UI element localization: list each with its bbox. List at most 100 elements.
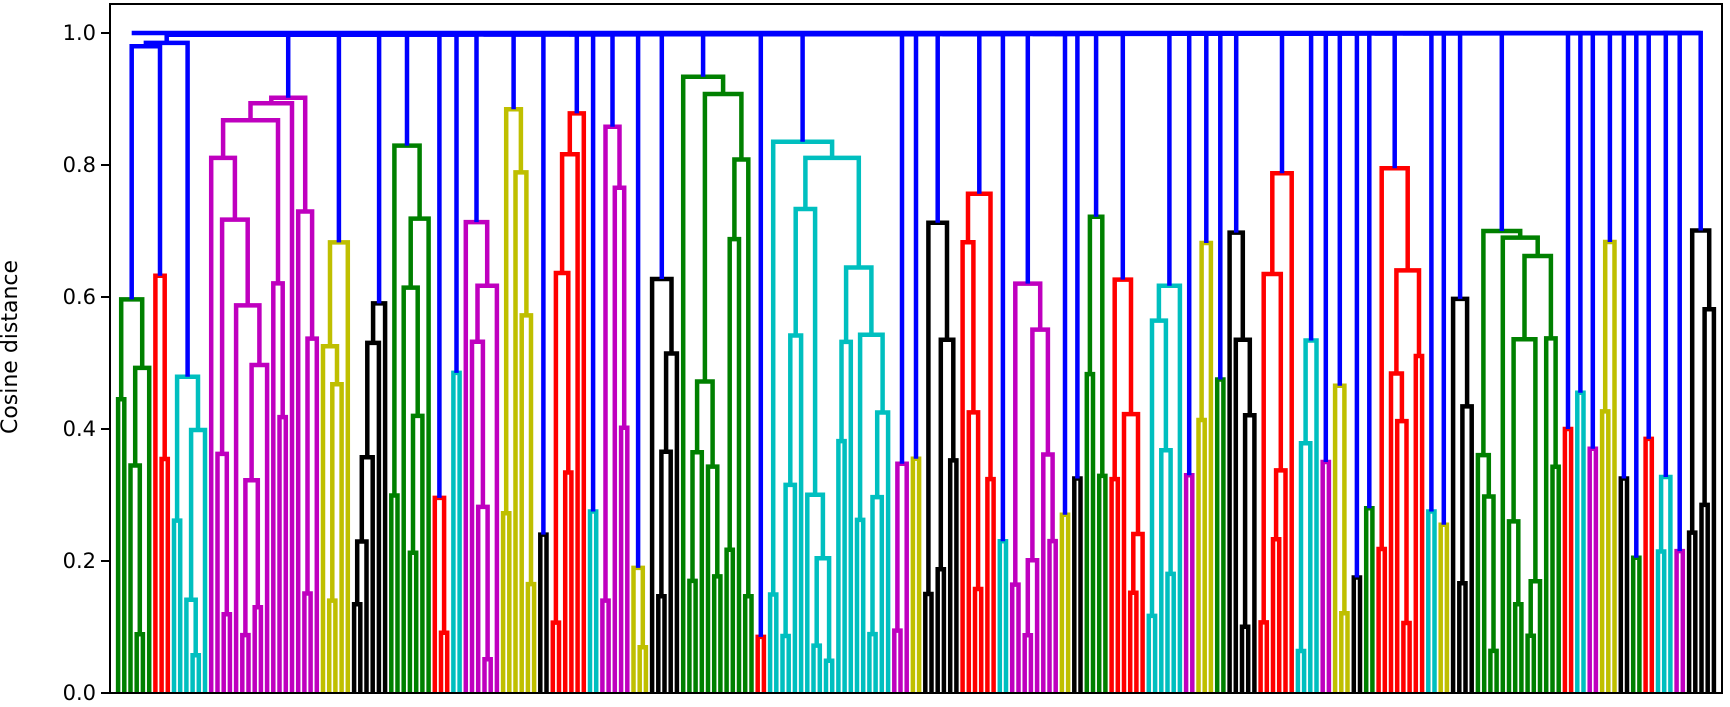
blue-link [451, 32, 516, 110]
cluster-38-link [1339, 610, 1350, 693]
cluster-19-link [843, 265, 874, 342]
cluster-50-link [1618, 476, 1630, 693]
y-tick-label: 0.2 [63, 549, 96, 573]
blue-link [1354, 31, 1397, 169]
cluster-3-link [277, 414, 289, 693]
cluster-39-link [1351, 575, 1363, 693]
cluster-41-link [1413, 353, 1425, 693]
cluster-48-link [1587, 446, 1599, 693]
plot-frame [109, 3, 1723, 694]
cluster-36-link [1295, 648, 1307, 693]
cluster-42-link [1426, 509, 1437, 693]
cluster-2-link [174, 374, 201, 521]
cluster-22-link [926, 220, 950, 594]
cluster-25-link [1009, 582, 1021, 693]
cluster-25-link [1047, 538, 1058, 693]
blue-link [1662, 30, 1703, 231]
cluster-2-link [190, 652, 202, 693]
cluster-19-link [780, 633, 791, 693]
blue-link [328, 32, 410, 146]
cluster-19-link [793, 206, 818, 495]
cluster-0-link [134, 632, 146, 693]
cluster-41-link [1376, 546, 1388, 693]
cluster-16-link [656, 593, 667, 693]
cluster-25-link [1022, 633, 1034, 693]
cluster-30-link [1146, 613, 1158, 693]
cluster-0-link [118, 297, 145, 400]
cluster-10-link [525, 581, 537, 693]
cluster-9-link [482, 657, 493, 693]
cluster-22-link [935, 567, 947, 693]
cluster-22-link [947, 458, 959, 693]
blue-link [1219, 31, 1285, 174]
cluster-19-link [867, 631, 878, 693]
cluster-13-link [587, 509, 599, 693]
cluster-19-link [811, 643, 823, 693]
cluster-20-link [892, 628, 903, 693]
cluster-6-link [407, 550, 419, 693]
cluster-17-link [711, 574, 723, 693]
blue-link [638, 32, 706, 77]
cluster-3-link [302, 591, 313, 693]
blue-link [871, 31, 940, 223]
cluster-37-link [1320, 459, 1332, 693]
cluster-40-link [1363, 505, 1375, 693]
cluster-28-link [1096, 473, 1108, 693]
cluster-17-link [742, 593, 754, 693]
cluster-43-link [1438, 522, 1450, 693]
cluster-45-link [1522, 253, 1554, 340]
cluster-32-link [1196, 417, 1207, 693]
cluster-49-link [1599, 409, 1611, 693]
cluster-28-link [1084, 371, 1096, 693]
cluster-26-link [1059, 512, 1071, 693]
cluster-34-link [1239, 624, 1251, 693]
cluster-47-link [1575, 390, 1586, 693]
cluster-12-link [550, 620, 562, 693]
cluster-19-link [836, 438, 847, 693]
axes: 0.0 0.2 0.4 0.6 0.8 1.0 [63, 3, 1723, 705]
y-tick-label: 0.6 [63, 285, 96, 309]
cluster-27-link [1072, 476, 1083, 693]
cluster-46-link [1562, 426, 1574, 693]
cluster-21-link [910, 456, 922, 693]
blue-link [1278, 31, 1329, 462]
cluster-12-link [562, 470, 574, 693]
blue-link [1303, 31, 1343, 386]
dendrogram-links [115, 30, 1717, 693]
cluster-3-link [240, 632, 251, 693]
cluster-55-link [1699, 502, 1710, 693]
cluster-22-link [923, 591, 934, 693]
cluster-2-link [171, 518, 183, 693]
y-tick-label: 1.0 [63, 21, 96, 45]
cluster-3-link [220, 118, 281, 284]
blue-link [129, 43, 163, 300]
blue-link [1075, 31, 1126, 280]
y-tick-label: 0.4 [63, 417, 96, 441]
cluster-41-link [1401, 620, 1412, 693]
cluster-24-link [997, 538, 1009, 693]
blue-link [1032, 31, 1080, 479]
cluster-23-link [972, 586, 984, 693]
cluster-0-link [115, 397, 127, 693]
cluster-17-link [732, 157, 751, 597]
cluster-14-link [618, 425, 630, 693]
y-axis-label: Cosine distance [0, 260, 23, 434]
cluster-29-link [1109, 476, 1121, 693]
blue-link [1441, 31, 1505, 231]
cluster-45-link [1512, 601, 1524, 693]
cluster-35-link [1258, 620, 1270, 693]
cluster-19-link [823, 658, 835, 693]
cluster-11-link [538, 532, 549, 693]
cluster-17-link [687, 578, 698, 693]
cluster-15-link [637, 645, 649, 693]
cluster-45-link [1525, 633, 1537, 693]
cluster-25-link [1030, 327, 1051, 561]
cluster-45-link [1550, 464, 1561, 693]
cluster-3-link [252, 604, 264, 693]
cluster-14-link [603, 124, 622, 601]
cluster-7-link [438, 630, 450, 693]
cluster-30-link [1165, 571, 1176, 693]
cluster-30-link [1149, 318, 1169, 616]
cluster-10-link [500, 511, 512, 693]
